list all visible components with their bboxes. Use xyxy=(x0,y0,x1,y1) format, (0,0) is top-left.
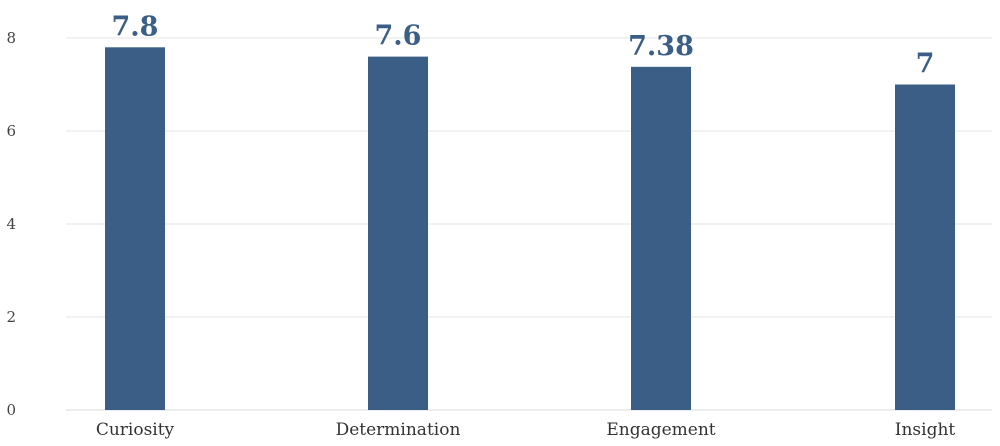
data-labels: 7.8 7.6 7.38 7 xyxy=(112,11,935,79)
x-tick-label-determination: Determination xyxy=(336,420,461,440)
x-tick-label-insight: Insight xyxy=(895,420,956,440)
bar-curiosity xyxy=(105,47,165,411)
gridlines xyxy=(66,37,992,411)
x-tick-label-curiosity: Curiosity xyxy=(96,420,175,440)
x-axis: Curiosity Determination Engagement Insight xyxy=(96,420,956,440)
data-label-insight: 7 xyxy=(916,49,935,80)
bar-determination xyxy=(368,56,428,410)
bar-insight xyxy=(895,84,955,410)
data-label-curiosity: 7.8 xyxy=(112,11,159,42)
y-tick-label: 6 xyxy=(6,122,16,140)
x-tick-label-engagement: Engagement xyxy=(606,420,715,440)
y-tick-label: 4 xyxy=(6,215,16,233)
data-label-determination: 7.6 xyxy=(375,21,422,52)
y-tick-label: 0 xyxy=(6,401,16,419)
bars xyxy=(105,47,955,411)
y-tick-label: 8 xyxy=(6,29,16,47)
data-label-engagement: 7.38 xyxy=(628,31,694,62)
bar-engagement xyxy=(631,66,691,410)
y-axis: 0 2 4 6 8 xyxy=(6,29,16,419)
y-tick-label: 2 xyxy=(6,308,16,326)
